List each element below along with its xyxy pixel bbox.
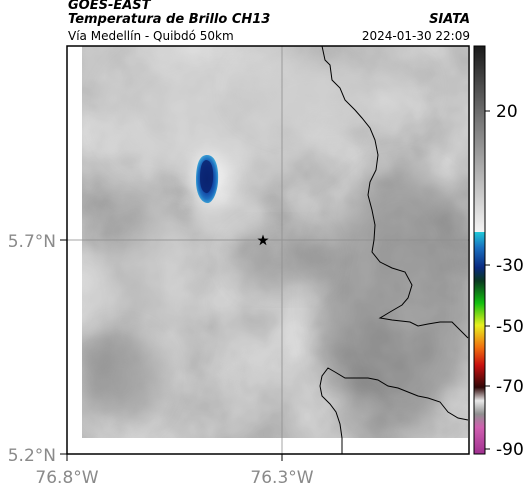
department-border (321, 45, 469, 339)
lat-tick-5-2: 5.2°N (8, 446, 56, 466)
satellite-imagery (82, 46, 468, 438)
colorbar-label-minus-90: -90 (496, 440, 524, 460)
colorbar: 20 -30 -50 -70 -90 (473, 45, 524, 460)
axis-ticks (60, 239, 283, 461)
colorbar-gray-segment (474, 46, 485, 232)
lon-tick-76-8: 76.8°W (35, 468, 98, 488)
lat-tick-5-7: 5.7°N (8, 232, 56, 252)
satellite-title: GOES-EAST (68, 0, 151, 13)
colorbar-label-minus-70: -70 (496, 377, 524, 397)
lon-tick-76-3: 76.3°W (250, 468, 313, 488)
plot-frame (66, 45, 470, 455)
product-title: Temperatura de Brillo CH13 (68, 12, 271, 27)
colorbar-label-minus-30: -30 (496, 256, 524, 276)
map-grid (67, 46, 469, 454)
star-marker (257, 234, 269, 246)
department-border-south (319, 367, 469, 454)
timestamp-label: 2024-01-30 22:09 (361, 29, 470, 43)
org-label: SIATA (429, 12, 470, 27)
region-subtitle: Vía Medellín - Quibdó 50km (68, 29, 234, 43)
colorbar-color-segment (474, 232, 485, 454)
convective-cloud-core (196, 154, 219, 204)
colorbar-label-20: 20 (496, 102, 518, 122)
colorbar-label-minus-50: -50 (496, 317, 524, 337)
